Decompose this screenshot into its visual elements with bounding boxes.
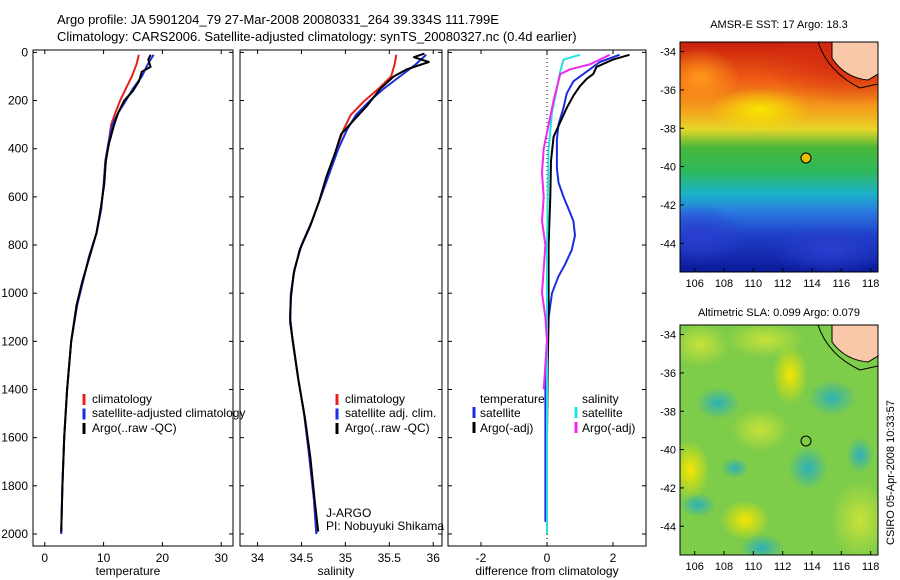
depth-tick-label: 1800 — [1, 479, 28, 493]
sst-map-lon-tick-label: 112 — [774, 278, 792, 290]
sla-map-title: Altimetric SLA: 0.099 Argo: 0.079 — [698, 307, 860, 319]
salinity-panel: 34 34.5 35 35.5 36 — [239, 49, 443, 565]
depth-tick-label: 200 — [8, 94, 28, 108]
depth-tick-label: 800 — [8, 238, 28, 252]
difference-panel: -2 0 2 — [447, 49, 647, 565]
temperature-panel: 0 10 20 30 0 200 400 600 800 1000 1200 1400 1600 1800… — [1, 45, 234, 565]
difference-legend-temp-satellite-label: satellite — [480, 406, 521, 420]
salinity-series-argo-raw-qc — [289, 52, 430, 532]
sst-map-lat-tick-label: -44 — [660, 238, 676, 250]
sla-map-lat-tick-label: -40 — [660, 445, 676, 457]
sst-map-lon-tick-label: 106 — [685, 278, 703, 290]
sla-map-lon-tick-label: 114 — [803, 561, 821, 573]
difference-legend-sal-satellite-label: satellite — [582, 406, 623, 420]
depth-tick-label: 1400 — [1, 382, 28, 396]
salinity-legend-climatology-label: climatology — [345, 392, 405, 406]
sst-map-lat-tick-label: -38 — [660, 123, 676, 135]
sla-map: Altimetric SLA: 0.099 Argo: 0.079 106 108… — [660, 307, 880, 573]
salinity-xtick-label: 35.5 — [378, 551, 402, 565]
temperature-xtick-label: 20 — [156, 551, 170, 565]
salinity-xtick-label: 36 — [427, 551, 441, 565]
temperature-xlabel: temperature — [96, 564, 161, 578]
temperature-xtick-label: 10 — [97, 551, 111, 565]
temperature-series-satellite-adjusted-climatology — [60, 54, 155, 535]
sla-map-lon-tick-label: 110 — [745, 561, 763, 573]
temperature-legend-argo-label: Argo(..raw -QC) — [92, 421, 177, 435]
salinity-annotation-line2: PI: Nobuyuki Shikama — [326, 519, 444, 533]
depth-tick-label: 2000 — [1, 527, 28, 541]
sst-map-lat-tick-label: -36 — [660, 85, 676, 97]
salinity-legend-argo-label: Argo(..raw -QC) — [345, 421, 430, 435]
temperature-legend-satellite-label: satellite-adjusted climatology — [92, 406, 245, 420]
sla-map-lat-tick-label: -34 — [660, 330, 676, 342]
sst-map: AMSR-E SST: 17 Argo: 18.3 — [660, 19, 880, 290]
salinity-annotation-line1: J-ARGO — [326, 506, 371, 520]
depth-tick-label: 600 — [8, 190, 28, 204]
difference-xtick-label: -2 — [476, 551, 487, 565]
sst-map-lon-tick-label: 108 — [715, 278, 733, 290]
difference-xlabel: difference from climatology — [475, 564, 618, 578]
sla-float-marker — [800, 435, 812, 447]
sst-map-field — [680, 42, 878, 272]
salinity-series-climatology — [289, 54, 398, 535]
difference-legend-salinity-header: salinity — [582, 392, 619, 406]
sst-map-lon-tick-label: 110 — [745, 278, 763, 290]
salinity-xtick-label: 35 — [339, 551, 353, 565]
difference-xtick-label: 0 — [544, 551, 551, 565]
temperature-series-climatology — [60, 54, 140, 535]
difference-xtick-label: 2 — [610, 551, 617, 565]
salinity-legend-satellite-label: satellite adj. clim. — [345, 406, 436, 420]
difference-legend-temperature-header: temperature — [480, 392, 545, 406]
sla-map-frame — [679, 324, 879, 556]
sla-map-lat-tick-label: -38 — [660, 406, 676, 418]
difference-series-temperature-satellite — [544, 53, 620, 522]
sst-map-lat-tick-label: -42 — [660, 200, 676, 212]
salinity-xtick-label: 34 — [251, 551, 265, 565]
temperature-legend-climatology-label: climatology — [92, 392, 152, 406]
depth-tick-label: 1200 — [1, 334, 28, 348]
salinity-axes-frame — [239, 49, 443, 547]
sst-map-lat-tick-label: -40 — [660, 162, 676, 174]
sla-map-lat-tick-label: -36 — [660, 368, 676, 380]
depth-tick-label: 1000 — [1, 286, 28, 300]
difference-series-salinity-argo-adj — [541, 53, 611, 390]
depth-tick-label: 0 — [21, 45, 28, 59]
sla-map-lon-tick-label: 108 — [715, 561, 733, 573]
sla-map-field — [680, 325, 878, 555]
side-stamp: CSIRO 05-Apr-2008 10:33:57 — [885, 400, 897, 545]
salinity-xlabel: salinity — [318, 564, 355, 578]
sla-map-lat-tick-label: -42 — [660, 483, 676, 495]
figure-title-line1: Argo profile: JA 5901204_79 27-Mar-2008 … — [57, 12, 499, 27]
temperature-axes-frame — [32, 49, 234, 547]
depth-tick-label: 1600 — [1, 431, 28, 445]
sla-map-lon-tick-label: 118 — [862, 561, 880, 573]
sst-map-title: AMSR-E SST: 17 Argo: 18.3 — [710, 19, 848, 31]
temperature-xtick-label: 30 — [215, 551, 229, 565]
difference-series-salinity-satellite — [546, 53, 581, 534]
sst-map-lon-tick-label: 118 — [862, 278, 880, 290]
difference-series-temperature-argo-adj — [546, 53, 630, 438]
temperature-series-argo-raw-qc — [60, 54, 152, 532]
difference-legend-sal-argo-label: Argo(-adj) — [582, 421, 635, 435]
sla-map-lon-tick-label: 106 — [685, 561, 703, 573]
sla-map-lon-tick-label: 116 — [833, 561, 851, 573]
sla-map-lon-tick-label: 112 — [774, 561, 792, 573]
sst-map-lon-tick-label: 114 — [803, 278, 821, 290]
temperature-xtick-label: 0 — [41, 551, 48, 565]
depth-tick-label: 400 — [8, 142, 28, 156]
sst-map-lon-tick-label: 116 — [833, 278, 851, 290]
sst-float-marker — [800, 152, 812, 164]
sla-map-lat-tick-label: -44 — [660, 521, 676, 533]
sst-map-frame — [679, 41, 879, 273]
sst-map-lat-tick-label: -34 — [660, 47, 676, 59]
salinity-xtick-label: 34.5 — [290, 551, 314, 565]
difference-legend-temp-argo-label: Argo(-adj) — [480, 421, 533, 435]
figure-title-line2: Climatology: CARS2006. Satellite-adjuste… — [57, 29, 577, 44]
